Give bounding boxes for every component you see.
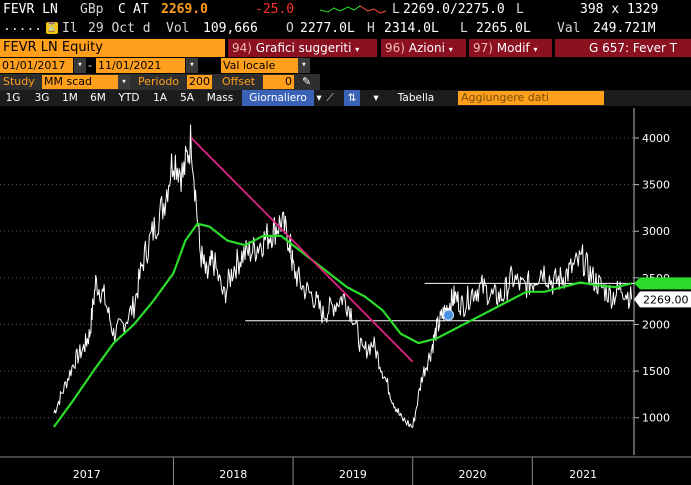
price-line bbox=[53, 124, 633, 428]
modify-num: 97) bbox=[473, 41, 493, 55]
moving-average-tag bbox=[634, 277, 691, 290]
low: 2265.0L bbox=[476, 21, 531, 36]
chevron-down-icon[interactable]: ▾ bbox=[118, 75, 130, 89]
flag: C bbox=[118, 2, 126, 17]
x-tick-label: 2021 bbox=[569, 468, 597, 481]
range-1g-button[interactable]: 1G bbox=[5, 92, 21, 104]
period-label: Periodo bbox=[138, 75, 180, 88]
hourglass-icon: ⏳ bbox=[46, 22, 58, 34]
study-row: Study MM scad ▾ Periodo 200 Offset 0 ✎ bbox=[0, 74, 691, 90]
x-tick-label: 2017 bbox=[73, 468, 101, 481]
volume: 109,666 bbox=[203, 21, 258, 36]
bid-ask-prefix: L bbox=[392, 2, 400, 17]
y-tick-label: 4000 bbox=[642, 132, 670, 145]
current-price-tag bbox=[634, 291, 691, 308]
value: 249.721M bbox=[593, 21, 656, 36]
exchange: AT bbox=[133, 2, 149, 17]
trend-line bbox=[190, 137, 414, 363]
range-6m-button[interactable]: 6M bbox=[90, 92, 106, 104]
y-tick-label: 1500 bbox=[642, 365, 670, 378]
actions-num: 96) bbox=[385, 41, 405, 55]
quote-detail-row: ..... ⏳ Il 29 Oct d Vol 109,666 O 2277.0… bbox=[0, 19, 691, 38]
start-date-field[interactable]: 01/01/2017 bbox=[0, 58, 73, 73]
value-label: Val bbox=[557, 21, 581, 36]
high-label: H bbox=[367, 21, 375, 36]
volume-label: Vol bbox=[166, 21, 190, 36]
add-data-input[interactable]: Aggiungere dati bbox=[458, 91, 604, 105]
pencil-icon[interactable]: ✎ bbox=[302, 75, 312, 88]
chevron-down-icon: ▾ bbox=[448, 45, 453, 54]
frequency-select[interactable]: Giornaliero bbox=[242, 90, 314, 106]
current-price-label: 2269.00 bbox=[643, 293, 689, 306]
suggested-charts-num: 94) bbox=[232, 41, 252, 55]
modify-button[interactable]: 97) Modif ▾ bbox=[469, 39, 552, 57]
modify-label: Modif bbox=[496, 41, 530, 55]
open: 2277.0L bbox=[300, 21, 355, 36]
line-chart-icon[interactable]: ⟋ bbox=[326, 92, 334, 104]
suggested-charts-button[interactable]: 94) Grafici suggeriti ▾ bbox=[228, 39, 377, 57]
x-tick-label: 2020 bbox=[459, 468, 487, 481]
change: -25.0 bbox=[255, 2, 295, 17]
range-5a-button[interactable]: 5A bbox=[180, 92, 194, 104]
open-label: O bbox=[286, 21, 294, 36]
study-select[interactable]: MM scad bbox=[42, 75, 118, 89]
y-tick-label: 3500 bbox=[642, 179, 670, 192]
security-bar: FEVR LN Equity 94) Grafici suggeriti ▾ 9… bbox=[0, 39, 691, 57]
table-button[interactable]: Tabella bbox=[397, 92, 435, 104]
x-tick-label: 2019 bbox=[339, 468, 367, 481]
security-field[interactable]: FEVR LN Equity bbox=[0, 39, 225, 57]
low-label: L bbox=[460, 21, 468, 36]
high: 2314.0L bbox=[384, 21, 439, 36]
ticks: ..... bbox=[3, 19, 43, 34]
y-tick-label: 1000 bbox=[642, 412, 670, 425]
suggested-charts-label: Grafici suggeriti bbox=[255, 41, 352, 55]
bar-chart-icon[interactable]: ⇅ bbox=[344, 90, 360, 106]
chevron-down-icon[interactable]: ▾ bbox=[373, 92, 379, 104]
price-chart[interactable]: 1000150020002500300035004000201720182019… bbox=[0, 108, 691, 485]
range-1a-button[interactable]: 1A bbox=[153, 92, 167, 104]
range-max-button[interactable]: Mass bbox=[206, 92, 234, 104]
currency: GBp bbox=[80, 2, 104, 17]
last-price: 2269.0 bbox=[161, 2, 208, 17]
frequency-label: Giornaliero bbox=[249, 92, 307, 104]
study-label: Study bbox=[3, 75, 35, 88]
y-tick-label: 3000 bbox=[642, 225, 670, 238]
currency-mode-select[interactable]: Val locale bbox=[221, 58, 298, 73]
il-label: Il bbox=[62, 21, 78, 36]
y-tick-label: 2000 bbox=[642, 318, 670, 331]
range-3g-button[interactable]: 3G bbox=[34, 92, 50, 104]
quote-ticker-row: FEVR LN GBp C AT 2269.0 -25.0 L 2269.0/2… bbox=[0, 0, 691, 19]
calendar-icon[interactable]: ▾ bbox=[186, 58, 198, 73]
size: 398 x 1329 bbox=[580, 2, 659, 17]
range-ytd-button[interactable]: YTD bbox=[118, 92, 140, 104]
date-range-row: 01/01/2017 ▾ - 11/01/2021 ▾ Val locale ▾ bbox=[0, 58, 691, 74]
calendar-icon[interactable]: ▾ bbox=[74, 58, 86, 73]
period-field[interactable]: 200 bbox=[187, 75, 212, 89]
bid-ask-suffix: L bbox=[516, 2, 524, 17]
actions-label: Azioni bbox=[408, 41, 445, 55]
chart-id-button[interactable]: G 657: Fever T bbox=[555, 39, 691, 57]
chevron-down-icon: ▾ bbox=[355, 45, 360, 54]
ticker[interactable]: FEVR LN bbox=[3, 2, 58, 17]
quote-date: 29 Oct d bbox=[88, 21, 151, 36]
x-tick-label: 2018 bbox=[219, 468, 247, 481]
chevron-down-icon: ▾ bbox=[533, 45, 538, 54]
sparkline-icon bbox=[320, 5, 387, 14]
chevron-down-icon[interactable]: ▾ bbox=[298, 58, 310, 73]
chevron-down-icon[interactable]: ▾ bbox=[316, 92, 322, 104]
chart-toolbar: 1G 3G 1M 6M YTD 1A 5A Mass Giornaliero ▾… bbox=[0, 90, 691, 106]
crossover-marker[interactable] bbox=[443, 309, 455, 321]
end-date-field[interactable]: 11/01/2021 bbox=[96, 58, 185, 73]
moving-average-line bbox=[52, 222, 632, 428]
range-1m-button[interactable]: 1M bbox=[62, 92, 78, 104]
range-separator: - bbox=[88, 59, 92, 72]
offset-label: Offset bbox=[222, 75, 256, 88]
offset-field[interactable]: 0 bbox=[263, 75, 294, 89]
actions-button[interactable]: 96) Azioni ▾ bbox=[381, 39, 466, 57]
bid-ask: 2269.0/2275.0 bbox=[403, 2, 505, 17]
